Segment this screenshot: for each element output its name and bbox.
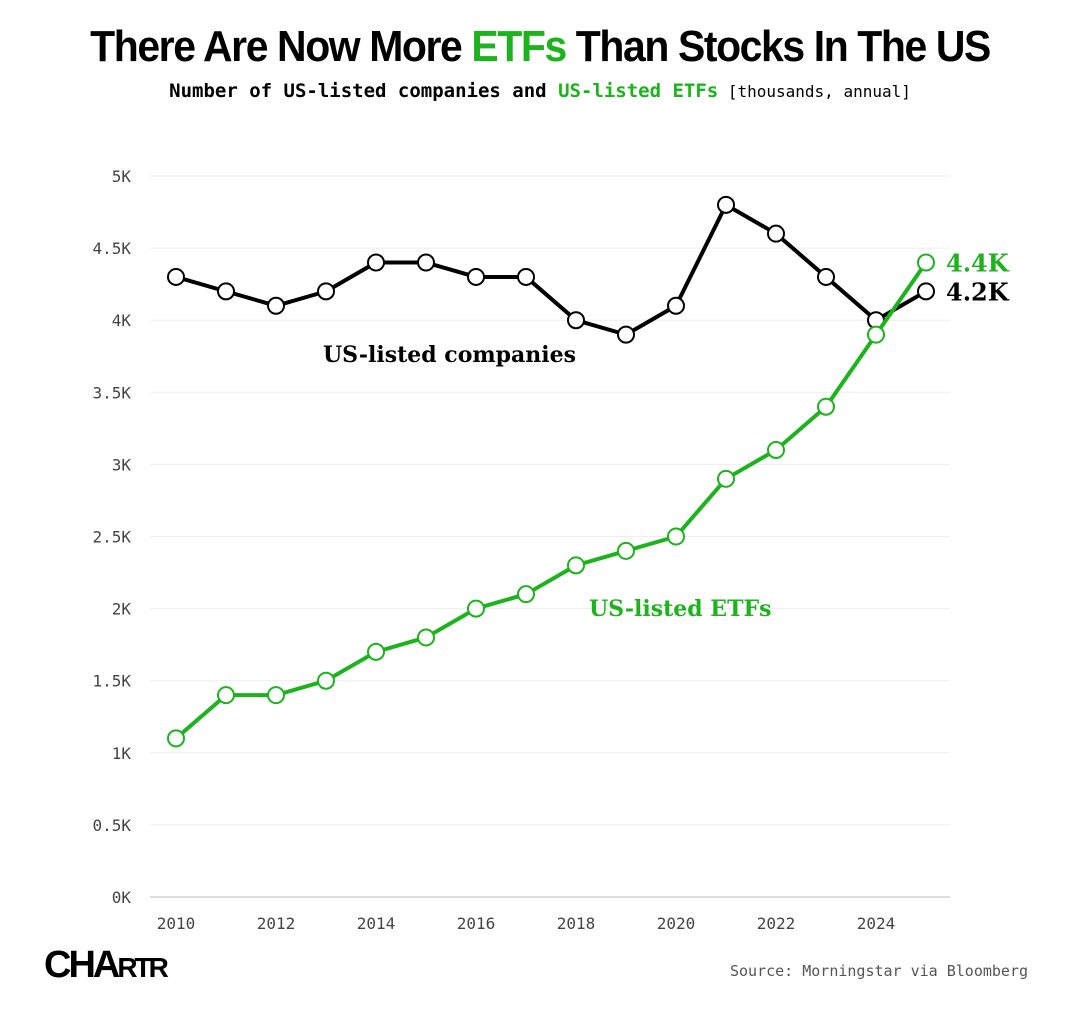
- data-point: [617, 541, 635, 560]
- data-point: [517, 267, 535, 286]
- title-text: There Are Now More: [90, 22, 472, 71]
- data-point: [267, 686, 285, 705]
- subtitle-units: [thousands, annual]: [718, 82, 911, 101]
- data-point: [867, 325, 885, 344]
- data-point: [567, 556, 585, 575]
- data-point: [767, 224, 785, 243]
- y-tick-label: 0.5K: [92, 816, 131, 835]
- y-tick-label: 3K: [112, 455, 132, 474]
- x-tick-label: 2018: [557, 914, 596, 933]
- y-tick-label: 1K: [112, 744, 132, 763]
- subtitle-highlight: US-listed ETFs: [558, 80, 719, 102]
- data-point: [917, 282, 935, 301]
- y-tick-label: 5K: [112, 167, 132, 186]
- data-point: [217, 686, 235, 705]
- y-tick-label: 2.5K: [92, 528, 131, 547]
- y-tick-label: 4.5K: [92, 239, 131, 258]
- data-point: [517, 585, 535, 604]
- chart-title: There Are Now More ETFs Than Stocks In T…: [38, 22, 1042, 72]
- series-label-companies: US-listed companies: [323, 342, 576, 368]
- data-point: [917, 253, 935, 272]
- y-tick-label: 2K: [112, 600, 132, 619]
- series-line: [174, 261, 928, 740]
- source-note: Source: Morningstar via Bloomberg: [729, 962, 1028, 980]
- title-text-end: Than Stocks In The US: [565, 22, 991, 71]
- subtitle-text: Number of US-listed companies and: [169, 80, 559, 102]
- data-point: [817, 397, 835, 416]
- x-tick-label: 2022: [757, 914, 796, 933]
- data-point: [417, 253, 435, 272]
- data-point: [317, 282, 335, 301]
- chart-subtitle: Number of US-listed companies and US-lis…: [0, 80, 1080, 102]
- data-point: [317, 671, 335, 690]
- chartr-logo: CHARTR: [44, 944, 169, 986]
- data-point: [267, 296, 285, 315]
- x-tick-label: 2010: [157, 914, 196, 933]
- end-value-label: 4.4K: [946, 249, 1010, 278]
- x-tick-label: 2016: [457, 914, 496, 933]
- x-tick-label: 2024: [857, 914, 896, 933]
- data-point: [817, 267, 835, 286]
- y-tick-label: 4K: [112, 311, 132, 330]
- y-tick-label: 1.5K: [92, 672, 131, 691]
- x-tick-label: 2012: [257, 914, 296, 933]
- data-point: [167, 267, 185, 286]
- x-tick-label: 2014: [357, 914, 396, 933]
- data-point: [417, 628, 435, 647]
- data-point: [367, 253, 385, 272]
- x-tick-label: 2020: [657, 914, 696, 933]
- y-tick-label: 0K: [112, 888, 132, 907]
- data-point: [567, 311, 585, 330]
- data-point: [717, 195, 735, 214]
- data-point: [467, 267, 485, 286]
- series-label-etfs: US-listed ETFs: [589, 596, 771, 622]
- data-point: [667, 527, 685, 546]
- data-point: [367, 642, 385, 661]
- data-point: [717, 469, 735, 488]
- title-highlight: ETFs: [471, 22, 567, 71]
- data-point: [667, 296, 685, 315]
- data-point: [467, 599, 485, 618]
- data-point: [767, 440, 785, 459]
- series-line: [175, 202, 927, 337]
- data-point: [617, 325, 635, 344]
- data-point: [167, 729, 185, 748]
- y-tick-label: 3.5K: [92, 383, 131, 402]
- end-value-label: 4.2K: [946, 277, 1010, 306]
- data-point: [217, 282, 235, 301]
